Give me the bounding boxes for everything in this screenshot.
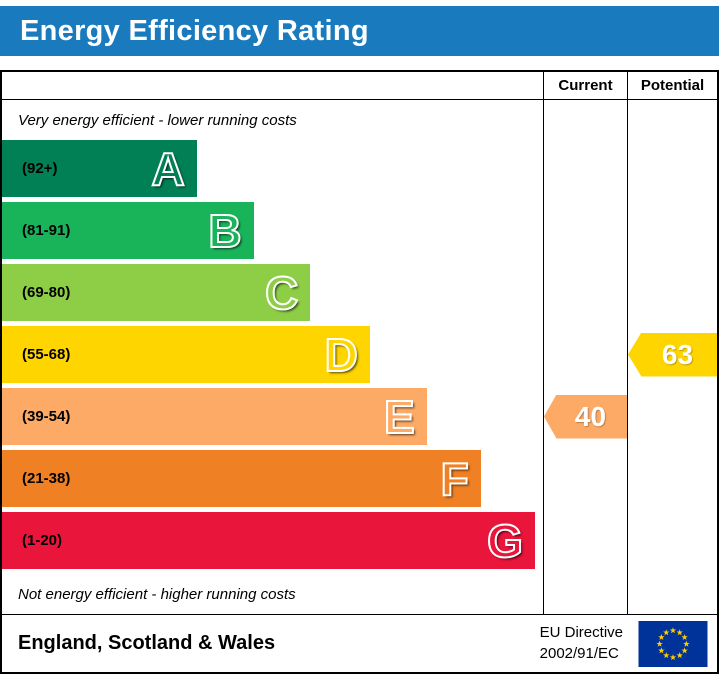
page-title: Energy Efficiency Rating bbox=[20, 14, 369, 47]
band-bar-b: (81-91) B bbox=[2, 202, 254, 259]
header-spacer bbox=[2, 72, 543, 99]
band-range-label: (92+) bbox=[22, 160, 58, 177]
band-range-label: (21-38) bbox=[22, 470, 71, 487]
eu-directive-line-1: EU Directive bbox=[539, 624, 623, 642]
eu-directive-line-2: 2002/91/EC bbox=[539, 644, 619, 662]
band-row: (1-20) G bbox=[2, 512, 543, 574]
epc-energy-efficiency-page: Energy Efficiency Rating Current Potenti… bbox=[0, 6, 719, 681]
band-letter: E bbox=[383, 390, 416, 443]
band-range-label: (1-20) bbox=[22, 532, 63, 549]
current-rating-value: 40 bbox=[574, 400, 607, 432]
band-letter: C bbox=[264, 266, 299, 319]
band-row: (21-38) F bbox=[2, 450, 543, 512]
chart-body: Very energy efficient - lower running co… bbox=[2, 100, 717, 614]
band-bar-d: (55-68) D bbox=[2, 326, 370, 383]
potential-rating-pointer: 63 bbox=[628, 332, 717, 377]
current-column-header: Current bbox=[543, 72, 627, 99]
column-header-row: Current Potential bbox=[2, 72, 717, 100]
band-row: (69-80) C bbox=[2, 264, 543, 326]
band-range-label: (39-54) bbox=[22, 408, 71, 425]
potential-rating-value: 63 bbox=[661, 338, 694, 370]
band-letter: A bbox=[151, 142, 186, 195]
band-row: (81-91) B bbox=[2, 202, 543, 264]
band-bar-g: (1-20) G bbox=[2, 512, 535, 569]
band-row: (55-68) D bbox=[2, 326, 543, 388]
band-letter: G bbox=[486, 514, 524, 567]
band-letter: D bbox=[324, 328, 359, 381]
band-bar-c: (69-80) C bbox=[2, 264, 311, 321]
potential-column: 63 bbox=[627, 100, 717, 614]
top-note: Very energy efficient - lower running co… bbox=[18, 111, 297, 129]
title-banner: Energy Efficiency Rating bbox=[0, 6, 719, 56]
band-range-label: (55-68) bbox=[22, 346, 71, 363]
eu-flag bbox=[638, 620, 708, 667]
footer: England, Scotland & Wales EU Directive 2… bbox=[2, 614, 717, 672]
bottom-note: Not energy efficient - higher running co… bbox=[18, 585, 296, 603]
band-row: (92+) A bbox=[2, 140, 543, 202]
rating-chart: Current Potential Very energy efficient … bbox=[0, 70, 719, 674]
band-bar-f: (21-38) F bbox=[2, 450, 481, 507]
band-range-label: (81-91) bbox=[22, 222, 71, 239]
current-rating-pointer: 40 bbox=[544, 394, 627, 439]
band-bar-a: (92+) A bbox=[2, 140, 197, 197]
band-range-label: (69-80) bbox=[22, 284, 71, 301]
band-bar-e: (39-54) E bbox=[2, 388, 427, 445]
band-row: (39-54) E bbox=[2, 388, 543, 450]
bands-area: Very energy efficient - lower running co… bbox=[2, 100, 543, 614]
band-letter: B bbox=[207, 204, 242, 257]
band-letter: F bbox=[440, 452, 470, 505]
eu-directive-label: EU Directive 2002/91/EC bbox=[540, 623, 623, 664]
region-label: England, Scotland & Wales bbox=[18, 632, 276, 654]
potential-column-header: Potential bbox=[627, 72, 717, 99]
current-column: 40 bbox=[543, 100, 627, 614]
